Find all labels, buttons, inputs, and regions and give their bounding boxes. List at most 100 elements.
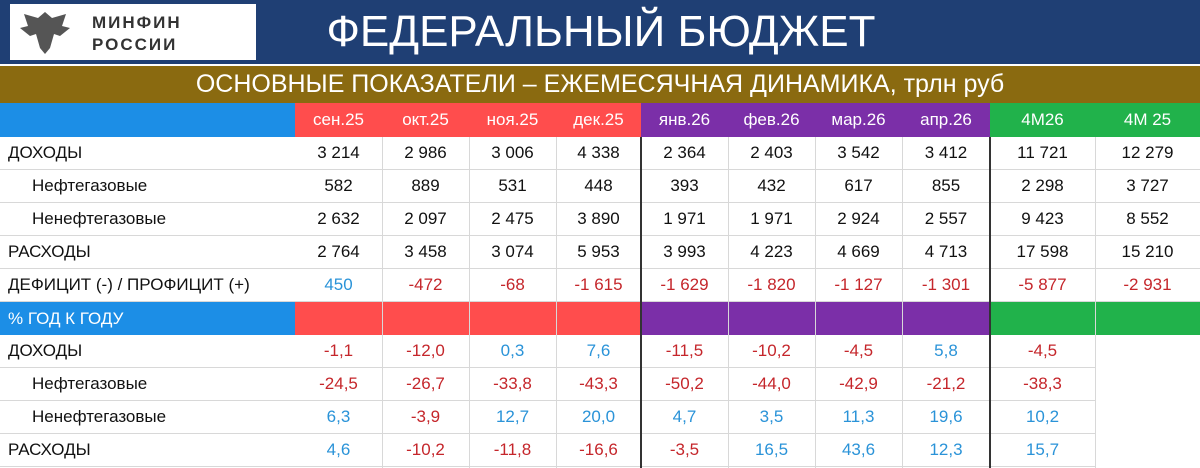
cell: -472 xyxy=(382,269,469,302)
cell: 6,3 xyxy=(295,401,382,434)
cell: 1 971 xyxy=(728,203,815,236)
cell: -43,3 xyxy=(556,368,641,401)
cell: 448 xyxy=(556,170,641,203)
emblem-shape xyxy=(20,12,70,54)
cell: 2 364 xyxy=(641,137,728,170)
cell: 855 xyxy=(902,170,990,203)
cell: 3 074 xyxy=(469,236,556,269)
cell: -1,1 xyxy=(295,335,382,368)
cell: -21,2 xyxy=(902,368,990,401)
cell: 1 971 xyxy=(641,203,728,236)
cell: 5,8 xyxy=(902,335,990,368)
cell: 17 598 xyxy=(990,236,1095,269)
row-label: ДОХОДЫ xyxy=(0,137,295,170)
cell: 12,3 xyxy=(902,434,990,467)
cell: -50,2 xyxy=(641,368,728,401)
cell: 2 557 xyxy=(902,203,990,236)
column-separator xyxy=(469,137,470,468)
cell: -24,5 xyxy=(295,368,382,401)
cell: 15,7 xyxy=(990,434,1095,467)
column-header: мар.26 xyxy=(815,103,902,137)
cell: 19,6 xyxy=(902,401,990,434)
cell: -44,0 xyxy=(728,368,815,401)
cell: 11,3 xyxy=(815,401,902,434)
cell: -4,5 xyxy=(990,335,1095,368)
cell: 8 552 xyxy=(1095,203,1200,236)
cell: -12,0 xyxy=(382,335,469,368)
cell: 531 xyxy=(469,170,556,203)
column-header: ноя.25 xyxy=(469,103,556,137)
group-separator xyxy=(640,137,642,468)
cell: 4 338 xyxy=(556,137,641,170)
cell: 393 xyxy=(641,170,728,203)
cell: 2 403 xyxy=(728,137,815,170)
cell: 2 764 xyxy=(295,236,382,269)
column-header: янв.26 xyxy=(641,103,728,137)
subtitle: ОСНОВНЫЕ ПОКАЗАТЕЛИ – ЕЖЕМЕСЯЧНАЯ ДИНАМИ… xyxy=(0,66,1200,103)
column-separator xyxy=(728,137,729,468)
cell: 10,2 xyxy=(990,401,1095,434)
cell: 5 953 xyxy=(556,236,641,269)
row-label: РАСХОДЫ xyxy=(0,236,295,269)
cell: -2 931 xyxy=(1095,269,1200,302)
cell: 3 412 xyxy=(902,137,990,170)
column-header: 4М26 xyxy=(990,103,1095,137)
title: ФЕДЕРАЛЬНЫЙ БЮДЖЕТ xyxy=(326,7,876,56)
column-header: окт.25 xyxy=(382,103,469,137)
cell: 450 xyxy=(295,269,382,302)
row-label: РАСХОДЫ xyxy=(0,434,295,467)
cell: 2 097 xyxy=(382,203,469,236)
cell: 2 632 xyxy=(295,203,382,236)
row-label: Нефтегазовые xyxy=(0,368,295,401)
section-band xyxy=(295,302,641,335)
column-header: сен.25 xyxy=(295,103,382,137)
cell: 20,0 xyxy=(556,401,641,434)
section-label: % ГОД К ГОДУ xyxy=(0,302,295,335)
cell: 16,5 xyxy=(728,434,815,467)
row-label: Нефтегазовые xyxy=(0,170,295,203)
cell: 3 458 xyxy=(382,236,469,269)
cell: 4,6 xyxy=(295,434,382,467)
column-separator xyxy=(1095,137,1096,468)
group-separator xyxy=(989,137,991,468)
cell: 2 298 xyxy=(990,170,1095,203)
cell: 12,7 xyxy=(469,401,556,434)
logo-text: МИНФИН РОССИИ xyxy=(92,12,182,56)
column-separator xyxy=(902,137,903,468)
row-label: Ненефтегазовые xyxy=(0,203,295,236)
cell: 3 214 xyxy=(295,137,382,170)
cell: -1 820 xyxy=(728,269,815,302)
cell: 3 727 xyxy=(1095,170,1200,203)
cell: -5 877 xyxy=(990,269,1095,302)
cell: 617 xyxy=(815,170,902,203)
cell: -16,6 xyxy=(556,434,641,467)
column-header: апр.26 xyxy=(902,103,990,137)
cell: 2 924 xyxy=(815,203,902,236)
cell: -1 127 xyxy=(815,269,902,302)
column-header: 4М 25 xyxy=(1095,103,1200,137)
cell: -1 301 xyxy=(902,269,990,302)
header-label xyxy=(0,103,295,137)
column-header: дек.25 xyxy=(556,103,641,137)
cell: 4 713 xyxy=(902,236,990,269)
cell: 43,6 xyxy=(815,434,902,467)
cell: 4,7 xyxy=(641,401,728,434)
column-separator xyxy=(815,137,816,468)
cell: 7,6 xyxy=(556,335,641,368)
cell: -1 629 xyxy=(641,269,728,302)
column-separator xyxy=(556,137,557,468)
cell: -10,2 xyxy=(728,335,815,368)
row-label: Ненефтегазовые xyxy=(0,401,295,434)
cell: -68 xyxy=(469,269,556,302)
cell: -3,9 xyxy=(382,401,469,434)
cell: 3 890 xyxy=(556,203,641,236)
logo-line: МИНФИН xyxy=(92,13,182,32)
cell: 15 210 xyxy=(1095,236,1200,269)
cell: -11,8 xyxy=(469,434,556,467)
cell: -42,9 xyxy=(815,368,902,401)
cell: 3 006 xyxy=(469,137,556,170)
row-label: ДОХОДЫ xyxy=(0,335,295,368)
row-label: ДЕФИЦИТ (-) / ПРОФИЦИТ (+) xyxy=(0,269,295,302)
cell: 432 xyxy=(728,170,815,203)
cell: 12 279 xyxy=(1095,137,1200,170)
